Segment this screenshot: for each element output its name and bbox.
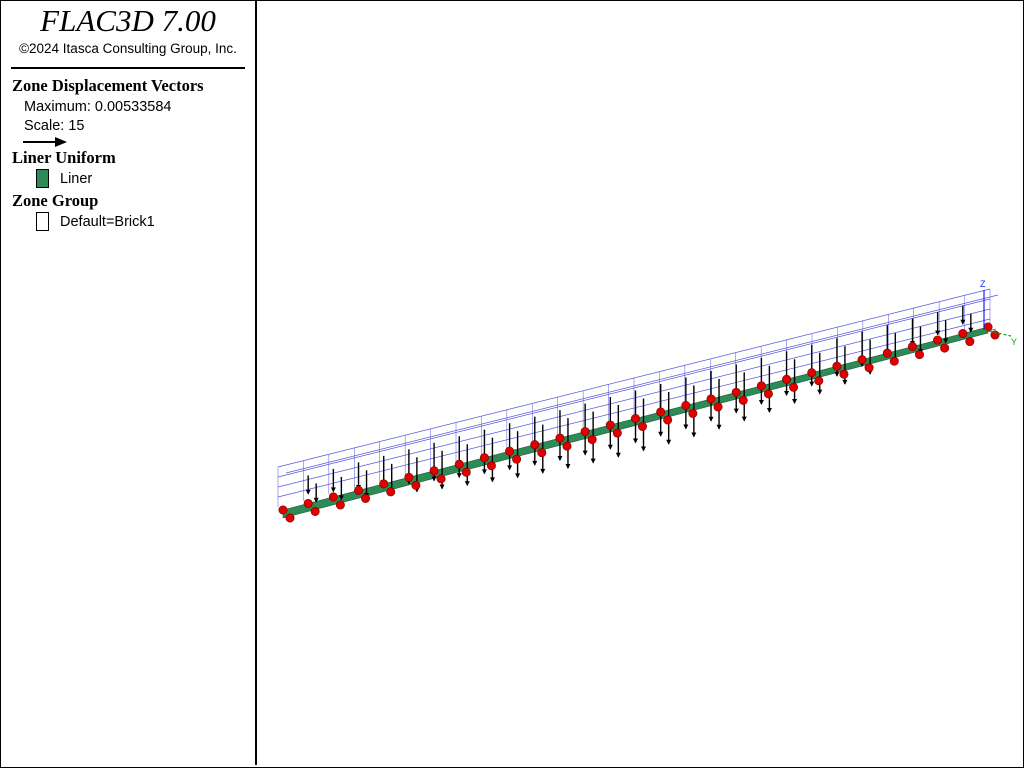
liner-node [505, 446, 515, 456]
liner-node [958, 329, 968, 339]
liner-node [303, 498, 313, 508]
displacement-maximum: Maximum: 0.00533584 [24, 99, 172, 115]
liner-node [814, 376, 824, 386]
displacement-scale: Scale: 15 [24, 118, 85, 134]
liner-node [454, 459, 464, 469]
liner-node [530, 440, 540, 450]
y-axis-label: Y [1011, 337, 1017, 347]
liner-node [907, 342, 917, 352]
liner-node [914, 350, 924, 360]
zone-grid [277, 288, 999, 510]
liner-node [605, 420, 615, 430]
vector-arrow [960, 305, 974, 333]
liner-node [361, 493, 371, 503]
vector-arrow [330, 468, 344, 501]
vector-arrow [809, 344, 823, 395]
liner-node [857, 355, 867, 365]
liner-node [411, 480, 421, 490]
liner-node [637, 421, 647, 431]
liner-node [864, 363, 874, 373]
liner-node [738, 395, 748, 405]
legend-panel: FLAC3D 7.00 ©2024 Itasca Consulting Grou… [1, 1, 257, 765]
liner-node [580, 427, 590, 437]
liner-node [882, 348, 892, 358]
liner-node [379, 479, 389, 489]
liner-node [404, 472, 414, 482]
liner-node [278, 505, 288, 515]
liner-node [587, 435, 597, 445]
liner-node [688, 408, 698, 418]
liner-node [839, 369, 849, 379]
copyright: ©2024 Itasca Consulting Group, Inc. [19, 41, 237, 56]
liner-node [731, 387, 741, 397]
grid-edge [285, 294, 999, 474]
legend-divider [11, 67, 245, 69]
liner-node [713, 402, 723, 412]
zone-group-swatch [36, 212, 49, 231]
displacement-vectors [305, 305, 974, 503]
liner-node [681, 400, 691, 410]
liner-node [663, 415, 673, 425]
vector-arrow [758, 357, 772, 413]
liner-node [782, 374, 792, 384]
liner-node [965, 337, 975, 347]
app-title: FLAC3D 7.00 [40, 3, 216, 38]
liner-uniform-title: Liner Uniform [12, 148, 116, 167]
liner-swatch [36, 169, 49, 188]
liner-node [832, 361, 842, 371]
liner-node [436, 474, 446, 484]
vector-arrow [456, 436, 470, 487]
liner-node [630, 413, 640, 423]
liner-node [354, 485, 364, 495]
axes-triad: Z Y [980, 279, 1017, 347]
liner-node [386, 487, 396, 497]
vector-arrow [305, 475, 319, 503]
liner-node [933, 335, 943, 345]
liner-node [555, 433, 565, 443]
zone-displacement-title: Zone Displacement Vectors [12, 76, 204, 95]
liner-node [537, 448, 547, 458]
liner-node [612, 428, 622, 438]
liner-node [461, 467, 471, 477]
liner-node [889, 356, 899, 366]
liner-node [310, 506, 320, 516]
arrow-right-icon [23, 137, 67, 147]
liner-node [285, 513, 295, 523]
liner-node [807, 368, 817, 378]
vector-arrow [507, 423, 521, 479]
liner-node [756, 381, 766, 391]
zone-group-title: Zone Group [12, 191, 99, 210]
liner-node [335, 500, 345, 510]
liner-node [486, 461, 496, 471]
liner-node [763, 389, 773, 399]
liner-node [990, 330, 1000, 340]
liner-node [789, 382, 799, 392]
liner-nodes [278, 322, 1000, 523]
liner-node [656, 407, 666, 417]
liner-node [940, 343, 950, 353]
liner-node [562, 441, 572, 451]
liner-node [479, 453, 489, 463]
zone-group-label: Default=Brick1 [60, 214, 155, 230]
vector-arrow [784, 351, 798, 404]
vector-arrow [481, 429, 495, 483]
vector-arrow [935, 312, 949, 344]
liner-node [706, 394, 716, 404]
liner-node [512, 454, 522, 464]
liner-node [328, 492, 338, 502]
liner-node [429, 466, 439, 476]
z-axis-label: Z [980, 279, 986, 289]
liner-label: Liner [60, 171, 93, 187]
model-viewport[interactable]: Z Y [257, 1, 1022, 765]
